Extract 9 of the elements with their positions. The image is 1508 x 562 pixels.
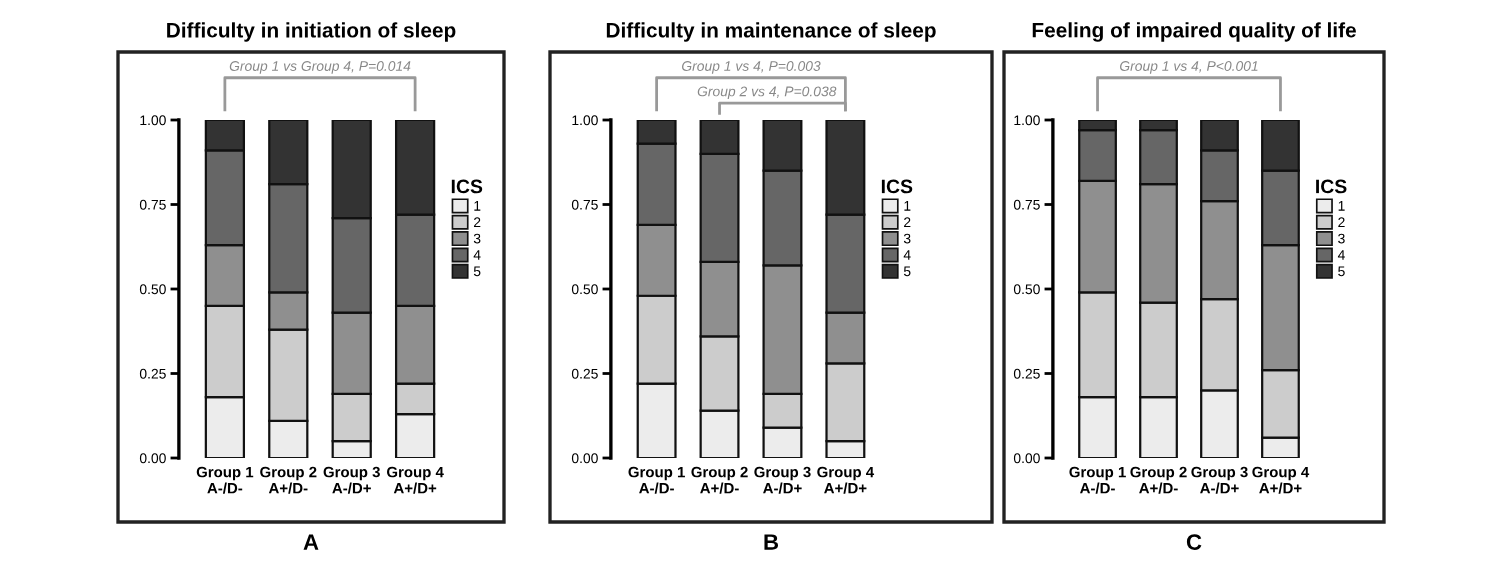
text: C <box>1186 534 1202 550</box>
chart-title: Feeling of impaired quality of life <box>1032 22 1356 42</box>
legend-title: ICS <box>1316 179 1347 194</box>
legend-title: ICS <box>881 179 913 194</box>
text: A <box>303 534 319 550</box>
chart-title: Difficulty in initiation of sleep <box>167 22 456 42</box>
text: B <box>764 534 779 550</box>
legend-title: ICS <box>451 179 483 194</box>
chart-title: Difficulty in maintenance of sleep <box>606 22 936 42</box>
